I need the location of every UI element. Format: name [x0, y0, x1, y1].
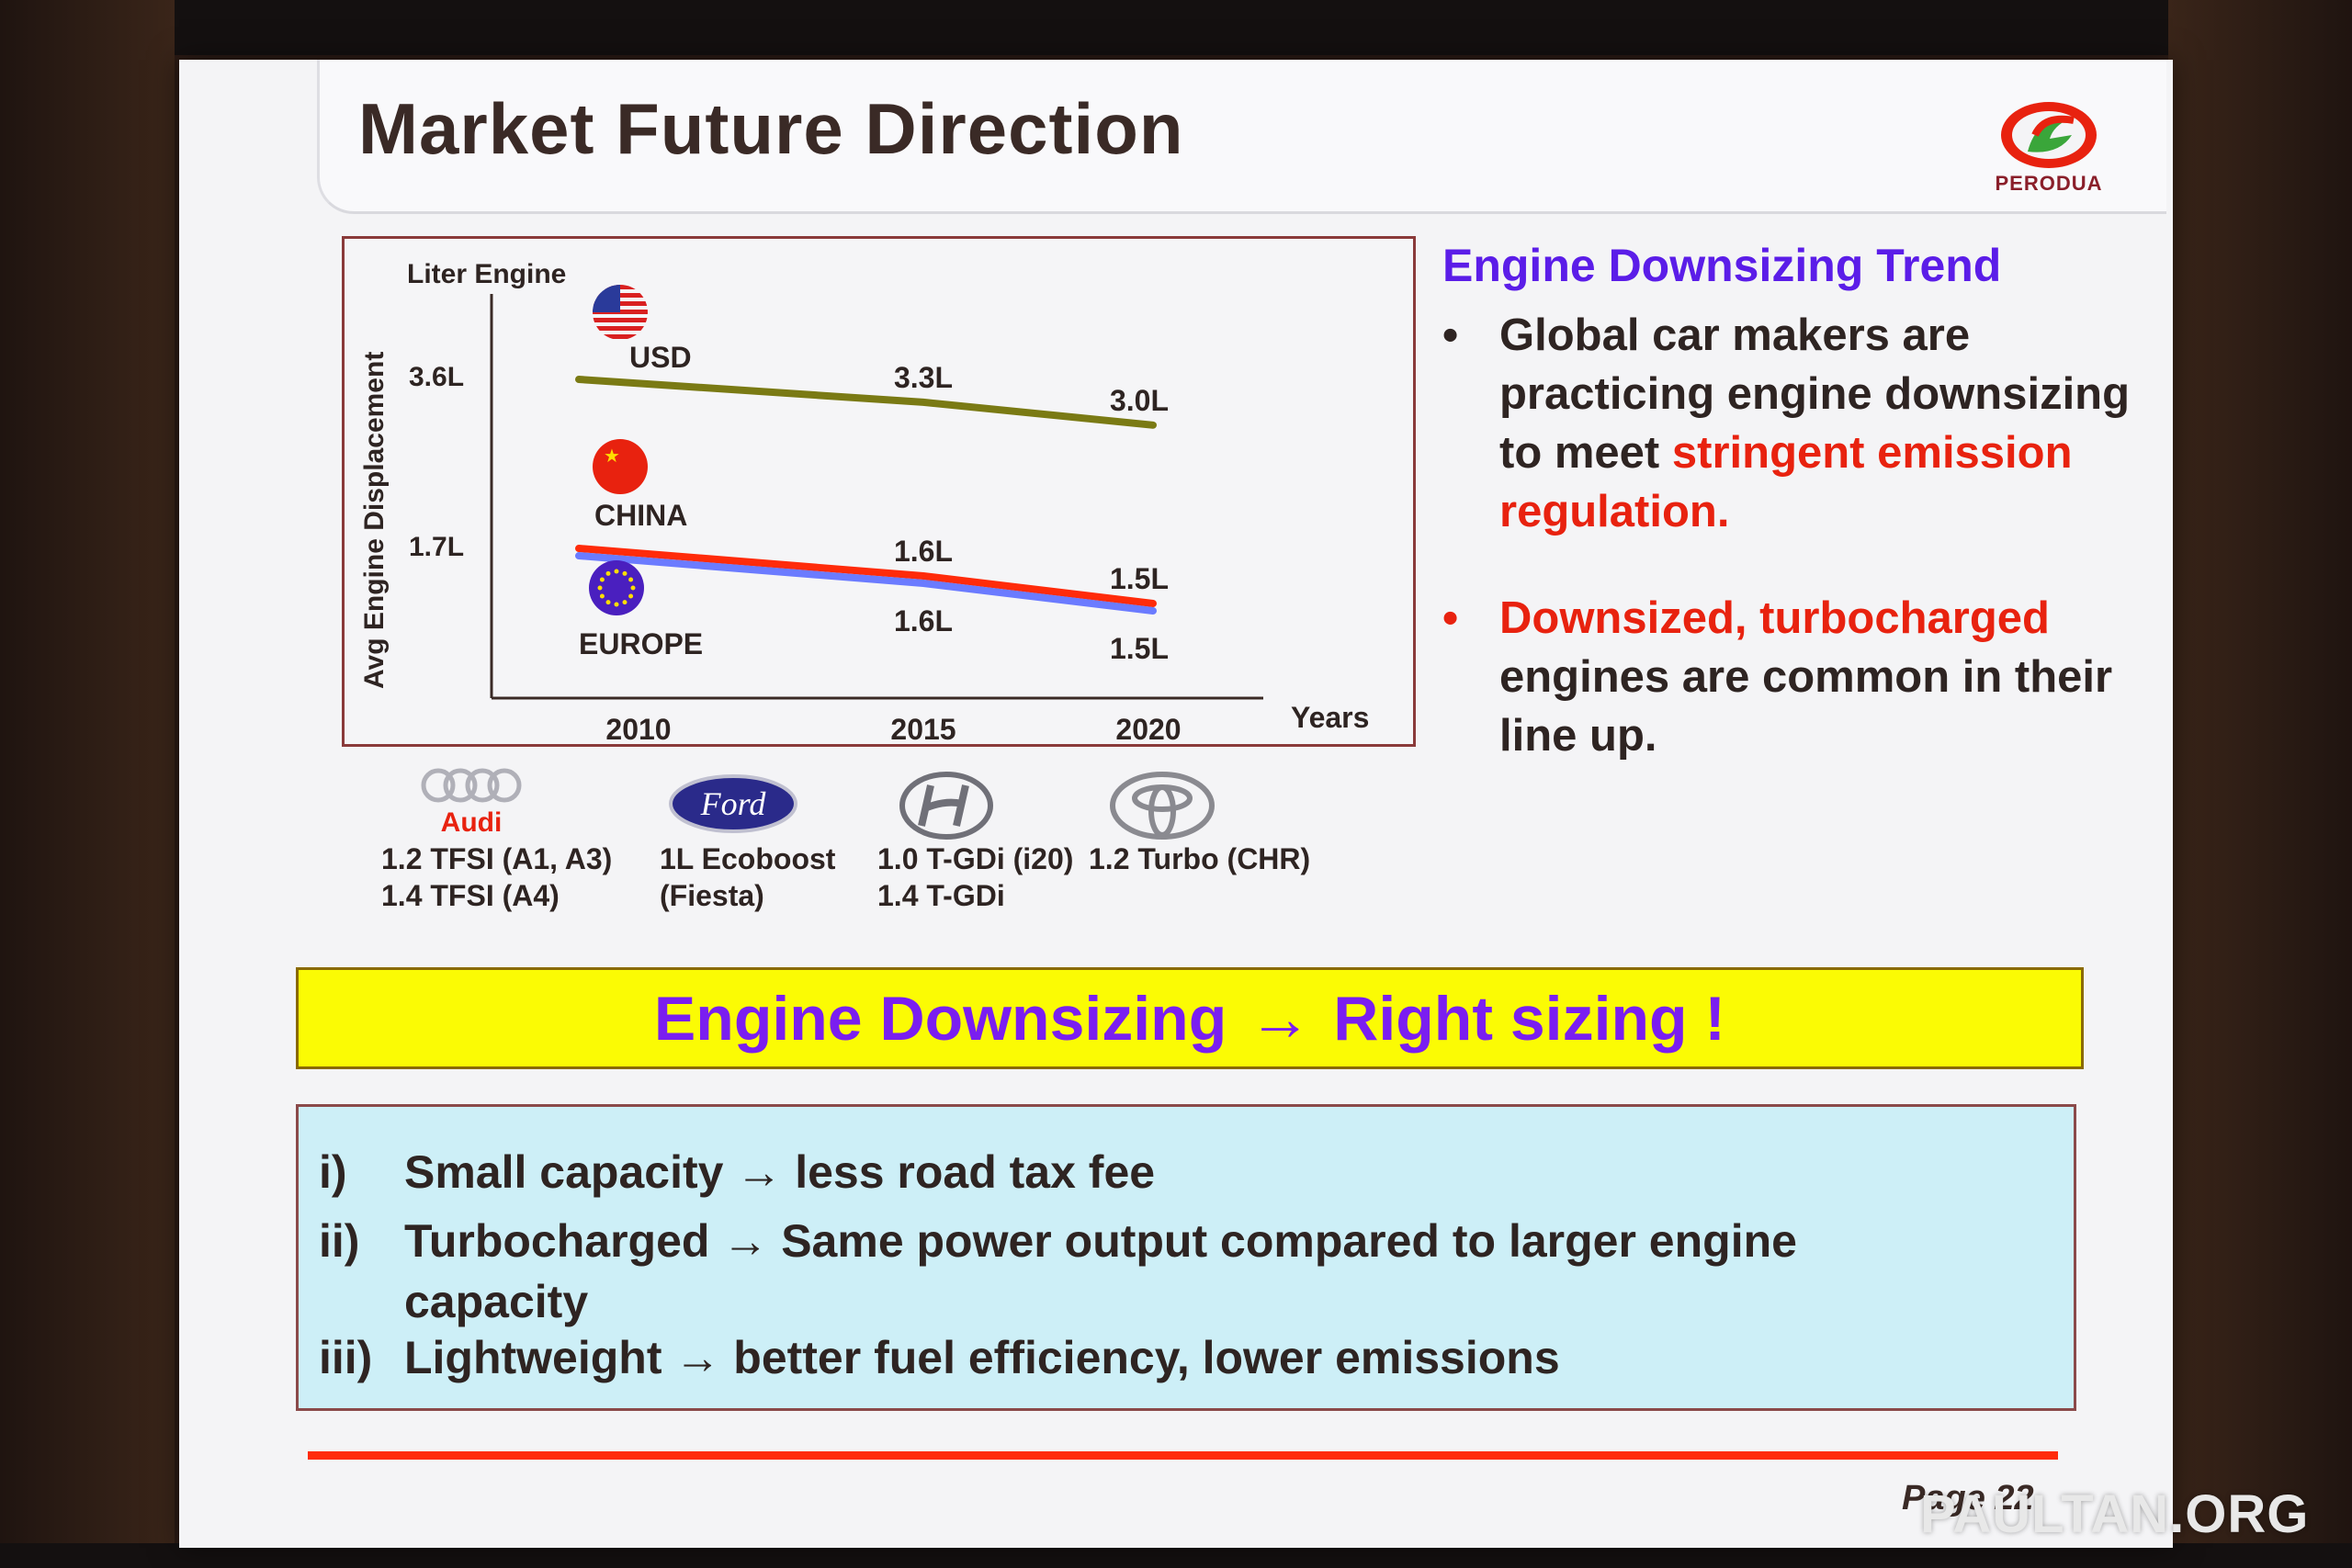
screen-bezel-left [0, 0, 175, 1568]
benefit-text: Lightweight → better fuel efficiency, lo… [404, 1332, 1560, 1383]
data-point [922, 582, 924, 584]
benefit-text: Turbocharged → Same power output compare… [404, 1215, 1797, 1327]
perodua-logo: PERODUA [1971, 98, 2127, 199]
bullet-dot: • [1442, 310, 1459, 360]
x-tick-label: 2010 [605, 713, 671, 744]
series-name-label: CHINA [594, 499, 687, 532]
data-label: 1.5L [1110, 632, 1169, 665]
data-label: 3.3L [894, 361, 953, 394]
slide-title: Market Future Direction [358, 88, 1184, 169]
data-point [578, 378, 580, 380]
data-label: 1.6L [894, 535, 953, 568]
data-label: 1.5L [1110, 562, 1169, 595]
engine-displacement-chart: Liter Engine Avg Engine Displacement Years… [359, 259, 1369, 744]
brand-audi: Audi 1.2 TFSI (A1, A3) 1.4 TFSI (A4) [381, 767, 612, 914]
bullet-1-text: Global car makers are practicing engine … [1499, 310, 2131, 478]
brand-ford: Ford 1L Ecoboost (Fiesta) [660, 767, 835, 914]
benefits-box: i) Small capacity → less road tax fee ii… [296, 1104, 2076, 1411]
hyundai-line-2: 1.4 T-GDi [877, 879, 1005, 912]
audi-line-2: 1.4 TFSI (A4) [381, 879, 560, 912]
hyundai-line-1: 1.0 T-GDi (i20) [877, 842, 1074, 875]
highlight-banner: Engine Downsizing → Right sizing ! [296, 967, 2084, 1069]
ford-line-2: (Fiesta) [660, 879, 764, 912]
y-tick-label: 1.7L [409, 532, 464, 562]
data-point [922, 575, 924, 577]
benefit-number: i) [319, 1146, 347, 1198]
screen-bezel-top [0, 0, 2352, 55]
x-tick-label: 2020 [1115, 713, 1181, 744]
y-axis-title: Avg Engine Displacement [359, 352, 390, 689]
data-label: 1.6L [894, 604, 953, 637]
china-flag-icon: ★ [593, 439, 648, 494]
series-line-usd [575, 376, 1157, 429]
toyota-line-1: 1.2 Turbo (CHR) [1089, 842, 1311, 875]
benefit-text: Small capacity → less road tax fee [404, 1146, 1156, 1198]
eu-flag-icon [589, 560, 644, 615]
page-number: Page 22 [1902, 1479, 2034, 1517]
data-point [1152, 423, 1154, 426]
x-axis-title: Years [1291, 701, 1369, 734]
chart-frame: Liter Engine Avg Engine Displacement Years… [342, 236, 1416, 747]
data-point [922, 400, 924, 403]
usa-flag-icon [593, 285, 648, 339]
y-tick-label: 3.6L [409, 362, 464, 392]
right-arrow-icon: → [1249, 983, 1312, 1054]
bullet-1-highlight: stringent emission regulation. [1499, 428, 2073, 536]
perodua-logo-icon [2001, 102, 2097, 168]
title-band [317, 60, 2166, 214]
presentation-slide: Market Future Direction PERODUA Liter En… [179, 60, 2173, 1548]
benefit-number: ii) [319, 1215, 360, 1267]
svg-text:★: ★ [604, 446, 620, 467]
data-point [1152, 603, 1154, 604]
bullet-2-highlight: Downsized, turbocharged [1499, 593, 2050, 643]
ford-logo-text: Ford [700, 785, 767, 822]
data-label: 3.0L [1110, 384, 1169, 417]
trend-bullet-2: • Downsized, turbocharged engines are co… [1442, 589, 2141, 765]
site-watermark: PAULTAN.ORG [1920, 1484, 2310, 1544]
highlight-left: Engine Downsizing [653, 983, 1227, 1054]
logo-text: PERODUA [1995, 172, 2103, 195]
x-tick-label: 2015 [890, 713, 956, 744]
audi-line-1: 1.2 TFSI (A1, A3) [381, 842, 613, 875]
data-point [578, 547, 580, 549]
hyundai-logo-icon [899, 772, 993, 840]
audi-logo-text: Audi [441, 807, 503, 838]
brand-examples: Audi 1.2 TFSI (A1, A3) 1.4 TFSI (A4) For… [381, 767, 1576, 1006]
brand-hyundai: 1.0 T-GDi (i20) 1.4 T-GDi [877, 767, 1073, 914]
ford-logo-icon: Ford [669, 774, 797, 833]
trend-bullets: • Global car makers are practicing engin… [1442, 306, 2141, 765]
benefit-number: iii) [319, 1332, 373, 1383]
series-name-label: EUROPE [579, 627, 703, 660]
trend-title: Engine Downsizing Trend [1442, 240, 2002, 291]
data-point [1152, 610, 1154, 612]
y-unit-label: Liter Engine [407, 259, 566, 289]
bullet-dot: • [1442, 593, 1459, 643]
footer-divider [308, 1451, 2058, 1460]
highlight-right: Right sizing ! [1333, 983, 1726, 1054]
ford-line-1: 1L Ecoboost [660, 842, 836, 875]
brand-toyota: 1.2 Turbo (CHR) [1089, 767, 1310, 877]
audi-logo-icon: Audi [421, 768, 522, 838]
series-line-europe [575, 552, 1157, 615]
series-name-label: USD [629, 341, 692, 374]
screen-bezel-right [2168, 0, 2352, 1568]
data-point [578, 555, 580, 557]
trend-bullet-1: • Global car makers are practicing engin… [1442, 306, 2141, 541]
toyota-logo-icon [1110, 772, 1215, 840]
bullet-2-text: engines are common in their line up. [1499, 652, 2113, 761]
